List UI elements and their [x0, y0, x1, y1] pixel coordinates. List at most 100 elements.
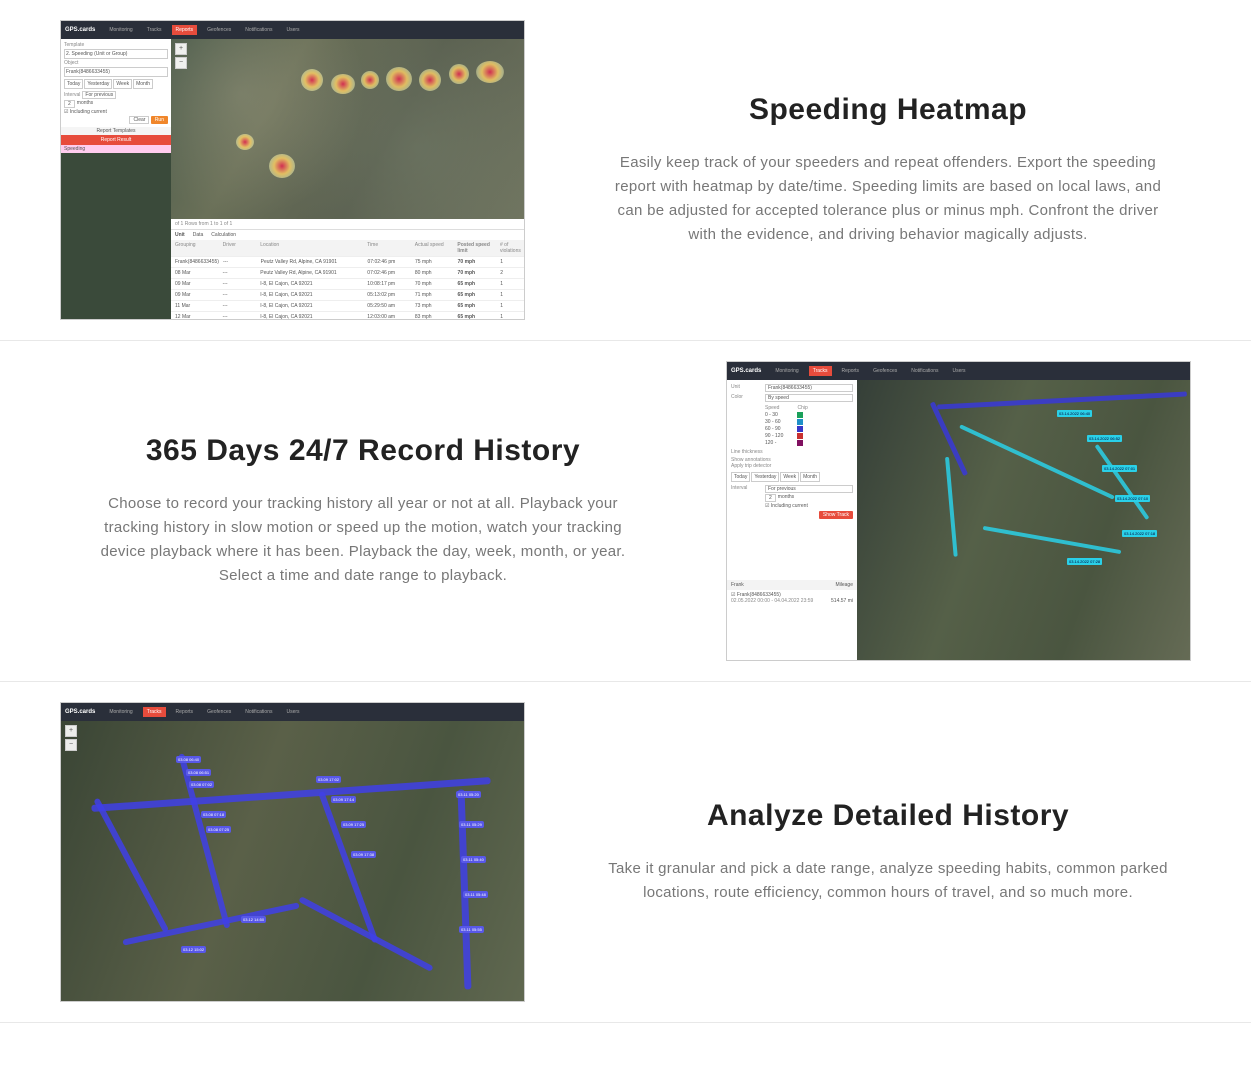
track-list-row[interactable]: ☑ Frank(8486633455) 02.05.2022 00:00 - 0… — [727, 590, 857, 606]
months-input[interactable]: 2 — [64, 100, 75, 108]
apply-trip-checkbox[interactable]: Apply trip detector — [731, 463, 853, 469]
feature-body: Take it granular and pick a date range, … — [605, 857, 1171, 905]
zoom-out-button[interactable]: − — [65, 739, 77, 751]
track-timestamp-marker: 03.14.2022 06:52 — [1087, 435, 1122, 442]
history-marker: 03.11 05:29 — [459, 821, 484, 828]
history-marker: 03.08 07:02 — [189, 781, 214, 788]
time-tab-month[interactable]: Month — [133, 79, 153, 89]
track-timestamp-marker: 03.14.2022 07:18 — [1122, 530, 1157, 537]
chip-header: Chip — [797, 405, 807, 411]
table-tab-calculation[interactable]: Calculation — [211, 232, 236, 238]
feature-body: Easily keep track of your speeders and r… — [605, 151, 1171, 247]
legend-swatch — [797, 426, 803, 432]
zoom-out-button[interactable]: − — [175, 57, 187, 69]
nav-tab-geofences[interactable]: Geofences — [203, 25, 235, 35]
history-marker: 03.11 05:40 — [461, 856, 486, 863]
time-tab-yesterday[interactable]: Yesterday — [751, 472, 779, 482]
time-tab-yesterday[interactable]: Yesterday — [84, 79, 112, 89]
track-timestamp-marker: 03.14.2022 06:40 — [1057, 410, 1092, 417]
track-timestamp-marker: 03.14.2022 07:01 — [1102, 465, 1137, 472]
heatmap-blob — [419, 69, 441, 91]
feature-section-history: 365 Days 24/7 Record History Choose to r… — [0, 341, 1251, 682]
unit-select[interactable]: Frank(8486633455) — [765, 384, 853, 392]
nav-tab-reports[interactable]: Reports — [838, 366, 864, 376]
track-route — [937, 391, 1187, 409]
tracks-map[interactable]: 03.14.2022 06:40 03.14.2022 06:52 03.14.… — [857, 380, 1190, 660]
feature-section-analyze: GPS.cards Monitoring Tracks Reports Geof… — [0, 682, 1251, 1023]
nav-tab-monitoring[interactable]: Monitoring — [105, 25, 136, 35]
nav-tab-notifications[interactable]: Notifications — [241, 707, 276, 717]
legend-swatch — [797, 412, 803, 418]
nav-tab-reports[interactable]: Reports — [172, 25, 198, 35]
track-timestamp-marker: 03.14.2022 07:10 — [1115, 495, 1150, 502]
history-marker: 03.09 17:38 — [351, 851, 376, 858]
table-header-row: Grouping Driver Location Time Actual spe… — [171, 240, 524, 256]
table-row[interactable]: 09 Mar---I-8, El Cajon, CA 9202110:08:17… — [171, 278, 524, 289]
including-current-checkbox[interactable]: ☑ Including current — [765, 503, 853, 509]
nav-tab-notifications[interactable]: Notifications — [241, 25, 276, 35]
object-select[interactable]: Frank(8486633455) — [64, 67, 168, 77]
table-row[interactable]: 08 Mar---Peutz Valley Rd, Alpine, CA 919… — [171, 267, 524, 278]
table-tab-unit[interactable]: Unit — [175, 232, 185, 238]
nav-tab-users[interactable]: Users — [282, 25, 303, 35]
report-result-row[interactable]: Report Result — [61, 135, 171, 145]
nav-tab-tracks[interactable]: Tracks — [809, 366, 832, 376]
table-row[interactable]: 12 Mar---I-8, El Cajon, CA 9202112:03:00… — [171, 311, 524, 320]
heatmap-blob — [386, 67, 412, 91]
interval-label: Interval — [64, 92, 80, 98]
app-logo: GPS.cards — [65, 27, 99, 33]
speed-legend-row: 0 - 30 — [765, 412, 853, 418]
table-row[interactable]: Frank(8486633455)---Peutz Valley Rd, Alp… — [171, 256, 524, 267]
history-route — [122, 902, 299, 945]
feature-title: Speeding Heatmap — [605, 93, 1171, 127]
time-tab-week[interactable]: Week — [780, 472, 799, 482]
time-tab-today[interactable]: Today — [64, 79, 83, 89]
history-marker: 03.11 05:55 — [459, 926, 484, 933]
nav-tab-geofences[interactable]: Geofences — [203, 707, 235, 717]
analyze-map[interactable]: + − 03.08 06:40 03.08 06:51 03.08 07:02 … — [61, 721, 524, 1001]
history-marker: 03.11 05:20 — [456, 791, 481, 798]
time-tab-week[interactable]: Week — [113, 79, 132, 89]
report-sidebar: Template 2. Speeding (Unit or Group) Obj… — [61, 39, 171, 149]
nav-tab-tracks[interactable]: Tracks — [143, 707, 166, 717]
history-route — [178, 753, 230, 928]
nav-tab-tracks[interactable]: Tracks — [143, 25, 166, 35]
legend-swatch — [797, 433, 803, 439]
including-current-checkbox[interactable]: ☑ Including current — [64, 109, 168, 115]
history-marker: 03.08 06:40 — [176, 756, 201, 763]
speed-legend-row: 120 - — [765, 440, 853, 446]
zoom-in-button[interactable]: + — [175, 43, 187, 55]
table-row[interactable]: 11 Mar---I-8, El Cajon, CA 9202105:29:50… — [171, 300, 524, 311]
table-row[interactable]: 09 Mar---I-8, El Cajon, CA 9202105:13:02… — [171, 289, 524, 300]
table-tab-data[interactable]: Data — [193, 232, 204, 238]
feature-text-heatmap: Speeding Heatmap Easily keep track of yo… — [585, 93, 1191, 247]
nav-tab-geofences[interactable]: Geofences — [869, 366, 901, 376]
nav-tab-notifications[interactable]: Notifications — [907, 366, 942, 376]
run-button[interactable]: Run — [151, 116, 168, 124]
interval-select[interactable]: For previous — [82, 91, 116, 99]
zoom-in-button[interactable]: + — [65, 725, 77, 737]
nav-tab-users[interactable]: Users — [282, 707, 303, 717]
show-track-button[interactable]: Show Track — [819, 511, 853, 519]
heatmap-blob — [236, 134, 254, 150]
history-marker: 03.12 14:50 — [241, 916, 266, 923]
for-previous-select[interactable]: For previous — [765, 485, 853, 493]
heatmap-map[interactable]: + − — [171, 39, 524, 221]
nav-tab-monitoring[interactable]: Monitoring — [105, 707, 136, 717]
time-tab-today[interactable]: Today — [731, 472, 750, 482]
nav-tab-monitoring[interactable]: Monitoring — [771, 366, 802, 376]
nav-tab-users[interactable]: Users — [948, 366, 969, 376]
color-select[interactable]: By speed — [765, 394, 853, 402]
speeding-tab[interactable]: Speeding — [61, 145, 171, 153]
report-templates-row[interactable]: Report Templates — [61, 127, 171, 135]
time-tab-month[interactable]: Month — [800, 472, 820, 482]
template-select[interactable]: 2. Speeding (Unit or Group) — [64, 49, 168, 59]
app-bar: GPS.cards Monitoring Tracks Reports Geof… — [61, 703, 524, 721]
history-marker: 03.12 15:02 — [181, 946, 206, 953]
clear-button[interactable]: Clear — [129, 116, 149, 124]
nav-tab-reports[interactable]: Reports — [172, 707, 198, 717]
months-input[interactable]: 2 — [765, 494, 776, 502]
feature-text-history: 365 Days 24/7 Record History Choose to r… — [60, 434, 666, 588]
speed-header: Speed — [765, 405, 779, 411]
heatmap-blob — [269, 154, 295, 178]
